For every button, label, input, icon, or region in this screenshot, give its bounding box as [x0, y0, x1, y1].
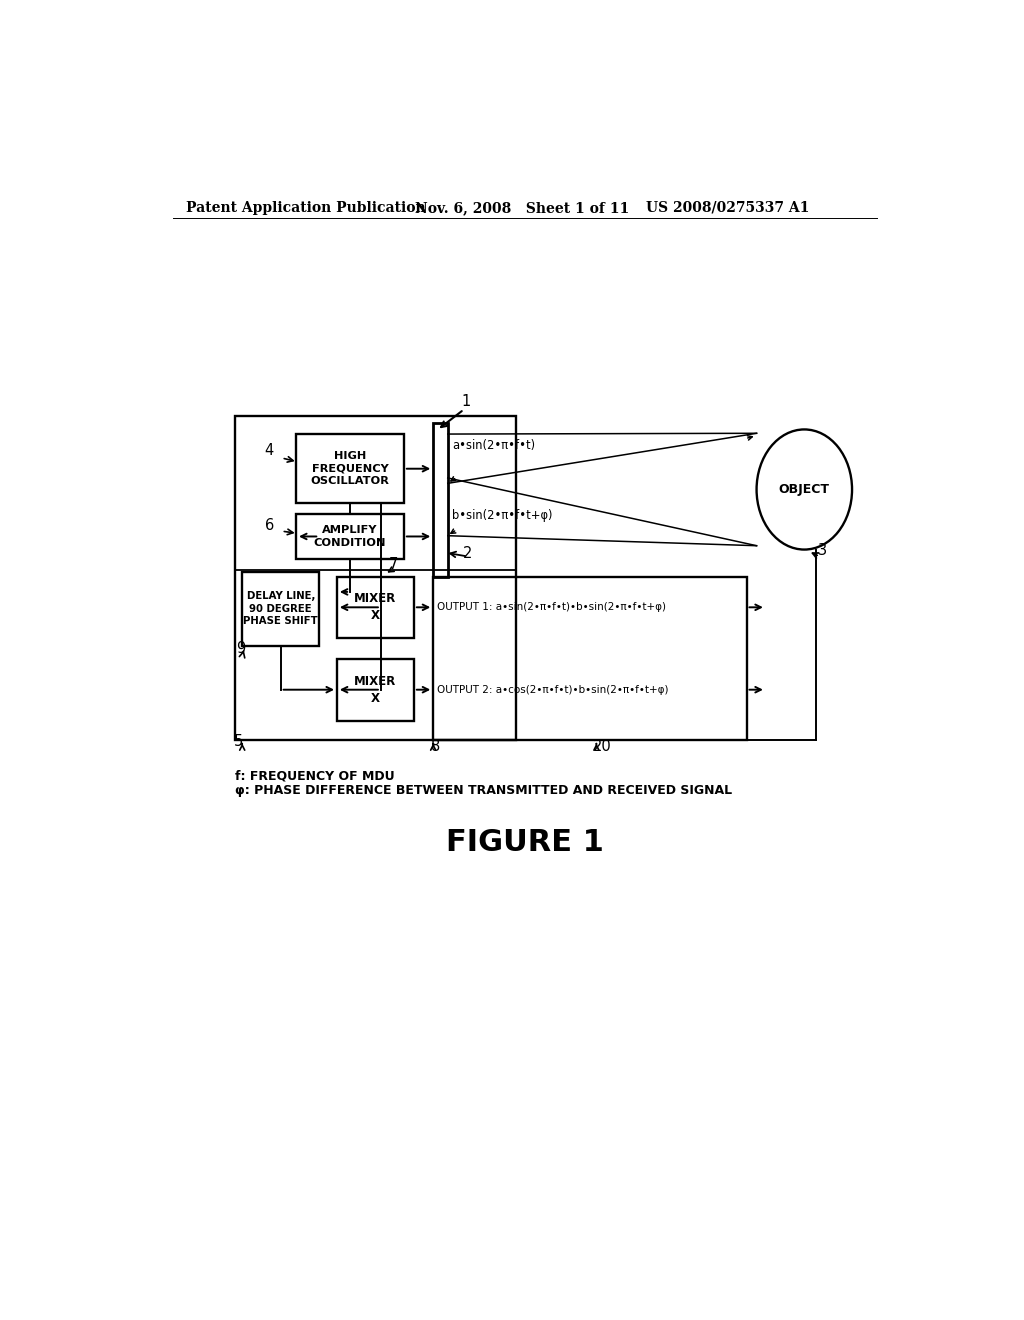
Text: Nov. 6, 2008   Sheet 1 of 11: Nov. 6, 2008 Sheet 1 of 11 [416, 201, 630, 215]
Bar [296, 434, 403, 503]
Text: AMPLIFY
CONDITION: AMPLIFY CONDITION [313, 525, 386, 548]
Text: φ: PHASE DIFFERENCE BETWEEN TRANSMITTED AND RECEIVED SIGNAL: φ: PHASE DIFFERENCE BETWEEN TRANSMITTED … [234, 784, 731, 797]
Bar [433, 422, 447, 577]
Text: HIGH
FREQUENCY
OSCILLATOR: HIGH FREQUENCY OSCILLATOR [310, 451, 389, 486]
Bar [296, 515, 403, 558]
Text: 3: 3 [818, 543, 827, 558]
Text: 7: 7 [388, 557, 398, 572]
Text: Patent Application Publication: Patent Application Publication [186, 201, 426, 215]
Text: 2: 2 [463, 546, 472, 561]
Text: OBJECT: OBJECT [779, 483, 829, 496]
Text: 5: 5 [233, 734, 243, 748]
Bar [243, 572, 319, 645]
Text: b•sin(2•π•f•t+φ): b•sin(2•π•f•t+φ) [453, 508, 553, 521]
Bar [337, 577, 414, 638]
Text: 8: 8 [431, 739, 440, 754]
Text: a•sin(2•π•f•t): a•sin(2•π•f•t) [453, 440, 536, 453]
Text: 1: 1 [462, 395, 471, 409]
Bar [234, 416, 515, 739]
Text: MIXER
X: MIXER X [354, 675, 396, 705]
Bar [337, 659, 414, 721]
Text: DELAY LINE,
90 DEGREE
PHASE SHIFT: DELAY LINE, 90 DEGREE PHASE SHIFT [244, 591, 318, 626]
Text: 4: 4 [264, 442, 273, 458]
Bar [433, 577, 746, 739]
Text: US 2008/0275337 A1: US 2008/0275337 A1 [646, 201, 810, 215]
Text: 6: 6 [264, 517, 273, 532]
Text: MIXER
X: MIXER X [354, 593, 396, 622]
Text: OUTPUT 1: a•sin(2•π•f•t)•b•sin(2•π•f•t+φ): OUTPUT 1: a•sin(2•π•f•t)•b•sin(2•π•f•t+φ… [437, 602, 666, 612]
Text: OUTPUT 2: a•cos(2•π•f•t)•b•sin(2•π•f•t+φ): OUTPUT 2: a•cos(2•π•f•t)•b•sin(2•π•f•t+φ… [437, 685, 669, 694]
Text: f: FREQUENCY OF MDU: f: FREQUENCY OF MDU [234, 770, 394, 781]
Text: FIGURE 1: FIGURE 1 [445, 829, 604, 857]
Text: 20: 20 [593, 739, 611, 754]
Text: 9: 9 [237, 640, 246, 656]
